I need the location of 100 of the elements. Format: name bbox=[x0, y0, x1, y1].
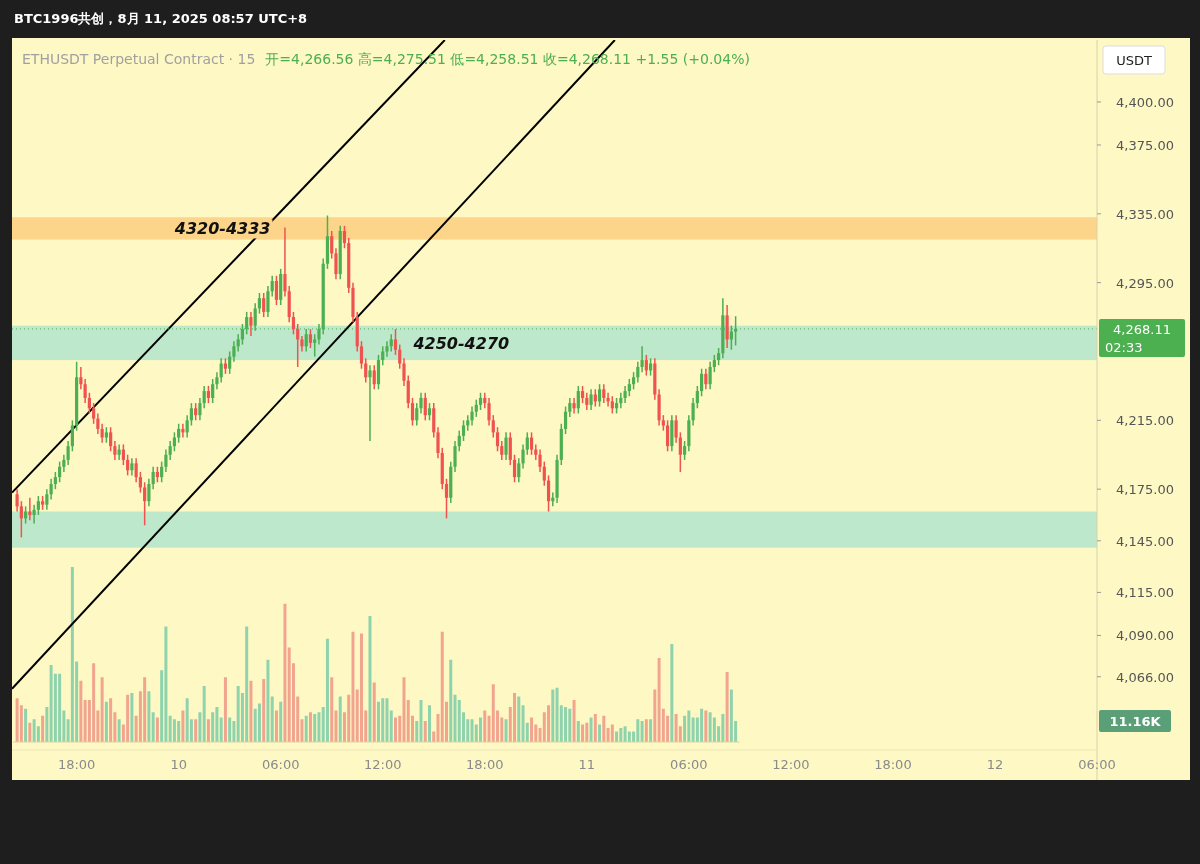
bar bbox=[389, 710, 393, 742]
bar bbox=[109, 698, 113, 742]
y-tick-label: 4,295.00 bbox=[1116, 275, 1174, 291]
candlestick bbox=[470, 405, 474, 427]
x-tick-label: 06:00 bbox=[670, 757, 708, 772]
bar bbox=[168, 715, 172, 742]
bar bbox=[100, 677, 104, 742]
candlestick bbox=[419, 392, 423, 415]
bar bbox=[257, 703, 261, 742]
candlestick bbox=[529, 431, 534, 456]
bar bbox=[568, 708, 572, 742]
candlestick bbox=[504, 431, 508, 461]
bar bbox=[185, 698, 189, 742]
candlestick bbox=[461, 419, 466, 442]
candlestick bbox=[568, 397, 572, 418]
candlestick bbox=[109, 426, 113, 453]
x-tick-label: 18:00 bbox=[466, 757, 504, 772]
candlestick bbox=[381, 345, 385, 367]
bar bbox=[619, 728, 623, 742]
candlestick bbox=[113, 440, 117, 461]
candlestick bbox=[313, 333, 317, 358]
candlestick bbox=[563, 405, 568, 435]
bar bbox=[483, 710, 487, 742]
bar bbox=[368, 616, 372, 742]
candlestick bbox=[695, 385, 699, 410]
bar bbox=[49, 665, 53, 742]
candlestick bbox=[589, 388, 593, 411]
candlestick bbox=[508, 431, 512, 466]
bar bbox=[15, 698, 19, 742]
bar bbox=[636, 719, 640, 742]
candlestick bbox=[211, 378, 215, 404]
candlestick bbox=[79, 366, 83, 391]
bar bbox=[219, 717, 223, 742]
bar bbox=[143, 677, 147, 742]
candlestick bbox=[83, 378, 87, 404]
bar bbox=[130, 693, 134, 742]
bar bbox=[517, 696, 521, 742]
bar bbox=[83, 700, 87, 742]
bar bbox=[708, 712, 712, 742]
candlestick bbox=[678, 431, 682, 473]
bar bbox=[419, 700, 423, 742]
bar bbox=[215, 707, 219, 742]
bar bbox=[270, 696, 274, 742]
candlestick bbox=[444, 478, 449, 520]
y-tick-label: 4,175.00 bbox=[1116, 482, 1174, 498]
bar bbox=[670, 644, 674, 742]
bar bbox=[572, 700, 576, 742]
candlestick bbox=[262, 292, 266, 318]
candlestick bbox=[525, 431, 529, 456]
bar bbox=[479, 717, 483, 742]
bar bbox=[687, 710, 691, 742]
candlestick bbox=[58, 460, 62, 484]
candlestick bbox=[372, 364, 376, 391]
candlestick bbox=[487, 397, 491, 427]
candlestick bbox=[177, 423, 181, 444]
candlestick bbox=[181, 423, 185, 439]
y-tick-label: 4,375.00 bbox=[1116, 137, 1174, 153]
candlestick bbox=[143, 481, 147, 527]
bar bbox=[657, 658, 661, 742]
bar bbox=[381, 698, 385, 742]
candlestick bbox=[189, 402, 194, 427]
candlestick bbox=[342, 225, 347, 249]
candlestick bbox=[100, 423, 104, 444]
candlestick bbox=[708, 361, 712, 391]
candlestick bbox=[249, 311, 253, 337]
bar bbox=[729, 689, 733, 742]
candlestick bbox=[546, 474, 551, 513]
bar bbox=[606, 728, 610, 742]
bar bbox=[202, 686, 206, 742]
candlestick bbox=[644, 354, 648, 377]
bar bbox=[126, 694, 130, 742]
text: 02:33 bbox=[1105, 339, 1143, 355]
bar bbox=[262, 679, 266, 742]
bar bbox=[92, 663, 96, 742]
candlestick bbox=[36, 495, 40, 516]
bar bbox=[249, 680, 253, 742]
candlestick bbox=[500, 440, 504, 461]
bar bbox=[449, 659, 453, 742]
bar bbox=[415, 721, 419, 742]
bar bbox=[428, 705, 431, 742]
bar bbox=[649, 719, 653, 742]
bar bbox=[32, 719, 36, 742]
bar bbox=[164, 626, 168, 742]
bar bbox=[581, 724, 585, 742]
candlestick bbox=[636, 361, 640, 384]
bar bbox=[585, 722, 589, 742]
candlestick bbox=[160, 460, 164, 484]
candlestick bbox=[665, 419, 670, 453]
candlestick bbox=[121, 443, 125, 466]
bar bbox=[70, 567, 74, 742]
candlestick bbox=[410, 397, 415, 427]
bar bbox=[513, 693, 517, 742]
bar bbox=[236, 686, 240, 742]
bar bbox=[308, 712, 312, 742]
candlestick bbox=[66, 440, 70, 466]
candlestick bbox=[92, 402, 96, 425]
candlestick bbox=[491, 414, 495, 439]
bar bbox=[45, 707, 49, 742]
bar bbox=[279, 701, 283, 742]
bar bbox=[228, 717, 232, 742]
